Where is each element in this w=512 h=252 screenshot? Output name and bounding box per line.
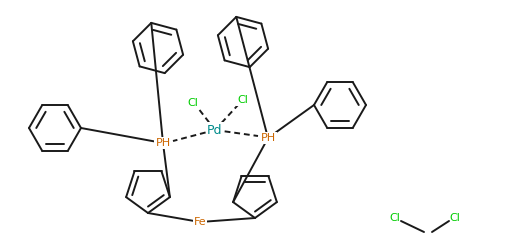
Text: PH: PH (261, 133, 275, 143)
Text: Fe: Fe (194, 217, 206, 227)
Text: PH: PH (156, 138, 170, 148)
Text: Cl: Cl (390, 213, 400, 223)
Text: Cl: Cl (450, 213, 460, 223)
Text: Pd: Pd (207, 123, 223, 137)
Text: Cl: Cl (187, 98, 199, 108)
Text: Cl: Cl (238, 95, 248, 105)
